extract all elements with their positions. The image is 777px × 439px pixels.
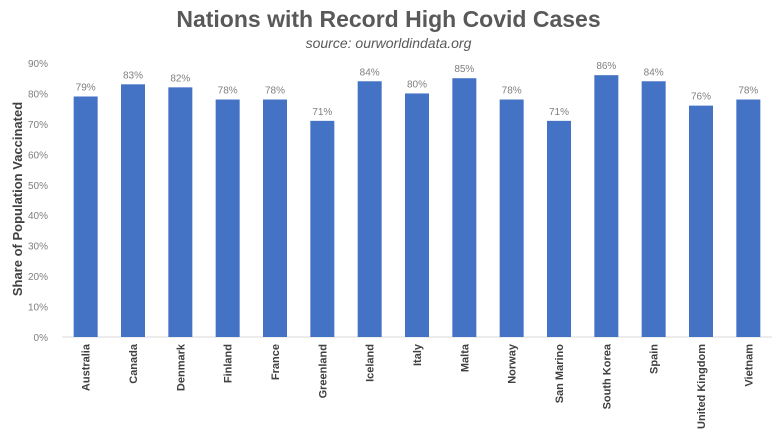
data-label: 78% [502,86,522,97]
x-tick-label: Iceland [365,344,377,382]
chart-title: Nations with Record High Covid Cases [176,6,601,32]
x-axis-labels: Australia Canada Denmark Finland France Green… [81,343,756,429]
data-label: 76% [691,92,711,103]
x-tick-label: Italy [412,343,424,366]
data-label: 80% [407,79,427,90]
x-tick-label: United Kingdom [696,344,708,429]
data-label: 78% [265,86,285,97]
bar-san-marino [547,120,571,337]
x-tick-label: Australia [81,343,93,391]
bar-spain [641,81,666,338]
y-tick-label: 40% [28,211,48,222]
y-axis-title: Share of Population Vaccinated [10,102,25,296]
data-label: 82% [170,73,190,84]
data-label: 84% [360,67,380,78]
data-label: 83% [123,70,143,81]
x-tick-label: Spain [649,344,661,374]
bar-south-korea [594,75,619,337]
y-tick-label: 80% [28,89,48,100]
data-label: 71% [549,107,569,118]
x-tick-label: South Korea [601,343,613,409]
bar-iceland [357,81,382,338]
bar-france [263,99,287,338]
bar-malta [452,78,477,337]
x-tick-label: Greenland [317,344,329,398]
x-tick-label: Vietnam [743,344,755,387]
bars [73,75,761,338]
bar-canada [121,84,145,337]
data-label: 84% [644,67,664,78]
x-tick-label: France [270,344,282,380]
y-tick-label: 30% [28,242,48,253]
bar-australia [73,96,98,337]
y-tick-label: 50% [28,181,48,192]
data-label: 79% [76,82,96,93]
x-tick-label: Finland [223,344,235,383]
bar-united-kingdom [689,105,713,337]
bar-vietnam [736,99,761,338]
chart-subtitle: source: ourworldindata.org [305,35,472,51]
data-label: 78% [218,86,238,97]
y-tick-label: 20% [28,272,48,283]
data-label: 71% [312,107,332,118]
y-tick-label: 0% [34,333,49,344]
bar-finland [215,99,240,338]
data-labels: 79% 83% 82% 78% 78% 71% 84% 80% 85% 78% 71% 86% 84% 7… [76,61,759,118]
x-tick-label: Norway [507,343,519,384]
x-tick-label: Canada [128,343,140,384]
data-label: 85% [454,64,474,75]
bar-italy [405,93,429,337]
bar-norway [499,99,524,338]
bar-denmark [168,87,193,337]
y-axis-ticks: 0% 10% 20% 30% 40% 50% 60% 70% 80% 90% [28,59,48,344]
data-label: 78% [738,86,758,97]
y-tick-label: 10% [28,303,48,314]
y-tick-label: 70% [28,120,48,131]
y-tick-label: 60% [28,150,48,161]
data-label: 86% [596,61,616,72]
x-tick-label: Malta [459,343,471,372]
x-tick-label: San Marino [554,344,566,404]
bar-greenland [310,120,335,337]
x-tick-label: Denmark [175,343,187,391]
y-tick-label: 90% [28,59,48,70]
